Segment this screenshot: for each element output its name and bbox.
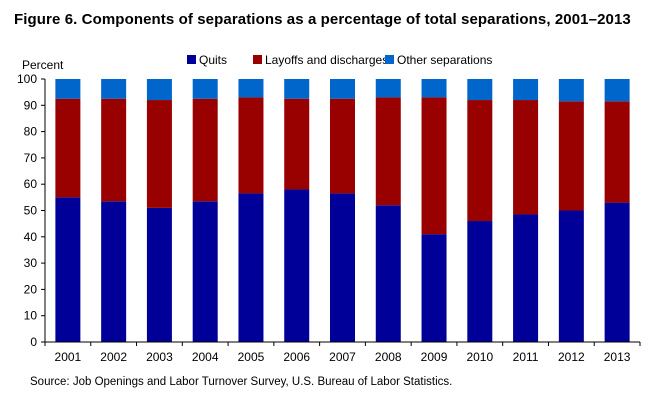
legend-swatch-quits — [187, 55, 196, 64]
bar-quits-2010 — [467, 221, 493, 342]
x-tick-label-2008: 2008 — [375, 350, 402, 364]
x-tick-label-2012: 2012 — [558, 350, 585, 364]
bar-other-separations-2009 — [421, 79, 447, 98]
x-tick-label-2006: 2006 — [283, 350, 310, 364]
y-tick-label: 30 — [24, 256, 38, 270]
bar-quits-2005 — [238, 193, 264, 342]
x-tick-label-2001: 2001 — [55, 350, 82, 364]
bar-layoffs-and-discharges-2009 — [421, 97, 447, 235]
bar-quits-2007 — [330, 193, 355, 342]
y-tick-label: 10 — [24, 309, 38, 323]
bar-other-separations-2006 — [284, 79, 310, 99]
y-tick-label: 90 — [24, 98, 38, 112]
legend: Quits Layoffs and discharges Other separat… — [187, 53, 492, 67]
bar-quits-2011 — [513, 214, 539, 342]
y-tick-label: 80 — [24, 125, 38, 139]
legend-label-quits: Quits — [199, 53, 227, 67]
bar-other-separations-2005 — [238, 79, 264, 98]
bar-other-separations-2008 — [375, 79, 401, 98]
bar-quits-2006 — [284, 189, 310, 342]
bar-quits-2003 — [146, 207, 172, 342]
x-tick-label-2009: 2009 — [421, 350, 448, 364]
bars — [55, 79, 630, 342]
bar-other-separations-2001 — [55, 79, 81, 99]
legend-swatch-other-separations — [385, 55, 394, 64]
bar-layoffs-and-discharges-2013 — [604, 101, 630, 203]
x-tick-label-2004: 2004 — [192, 350, 219, 364]
legend-label-other-separations: Other separations — [397, 53, 492, 67]
bar-layoffs-and-discharges-2006 — [284, 98, 310, 190]
y-tick-label: 0 — [30, 335, 37, 349]
bar-other-separations-2013 — [604, 79, 630, 102]
bar-layoffs-and-discharges-2008 — [375, 97, 401, 206]
bar-other-separations-2010 — [467, 79, 493, 101]
source-note: Source: Job Openings and Labor Turnover … — [30, 376, 453, 388]
bar-other-separations-2004 — [192, 79, 218, 99]
bar-quits-2001 — [55, 197, 81, 342]
y-tick-label: 60 — [24, 177, 38, 191]
bar-quits-2002 — [101, 201, 127, 342]
bar-layoffs-and-discharges-2007 — [330, 98, 355, 194]
bar-layoffs-and-discharges-2001 — [55, 98, 81, 198]
x-tick-label-2005: 2005 — [238, 350, 265, 364]
bar-layoffs-and-discharges-2011 — [513, 100, 539, 215]
bar-layoffs-and-discharges-2012 — [558, 101, 584, 211]
axes: 0 10 20 30 40 50 60 70 80 90 100 2001 2002 2003 2004 20… — [17, 72, 641, 364]
bar-other-separations-2002 — [101, 79, 127, 99]
y-tick-label: 100 — [17, 72, 37, 86]
bar-other-separations-2012 — [558, 79, 584, 102]
x-tick-label-2002: 2002 — [100, 350, 127, 364]
x-tick-label-2013: 2013 — [604, 350, 631, 364]
bar-quits-2012 — [558, 210, 584, 342]
bar-quits-2013 — [604, 202, 630, 342]
chart-title: Figure 6. Components of separations as a… — [14, 11, 631, 28]
bar-other-separations-2003 — [146, 79, 172, 101]
bar-quits-2009 — [421, 234, 447, 342]
x-tick-label-2011: 2011 — [513, 350, 539, 364]
y-tick-label: 20 — [24, 282, 38, 296]
x-tick-label-2003: 2003 — [146, 350, 173, 364]
bar-layoffs-and-discharges-2005 — [238, 97, 264, 194]
bar-quits-2004 — [192, 201, 218, 342]
bar-other-separations-2011 — [513, 79, 539, 101]
bar-layoffs-and-discharges-2003 — [146, 100, 172, 208]
y-tick-label: 50 — [24, 204, 38, 218]
bar-layoffs-and-discharges-2002 — [101, 98, 127, 202]
bar-layoffs-and-discharges-2010 — [467, 100, 493, 222]
y-tick-label: 40 — [24, 230, 38, 244]
y-tick-label: 70 — [24, 151, 38, 165]
bar-quits-2008 — [375, 205, 401, 342]
x-tick-label-2010: 2010 — [466, 350, 493, 364]
bar-other-separations-2007 — [330, 79, 355, 99]
x-tick-label-2007: 2007 — [329, 350, 356, 364]
legend-swatch-layoffs-and-discharges — [253, 55, 262, 64]
bar-layoffs-and-discharges-2004 — [192, 98, 218, 202]
y-axis-title: Percent — [22, 58, 64, 72]
legend-label-layoffs-and-discharges: Layoffs and discharges — [265, 53, 388, 67]
